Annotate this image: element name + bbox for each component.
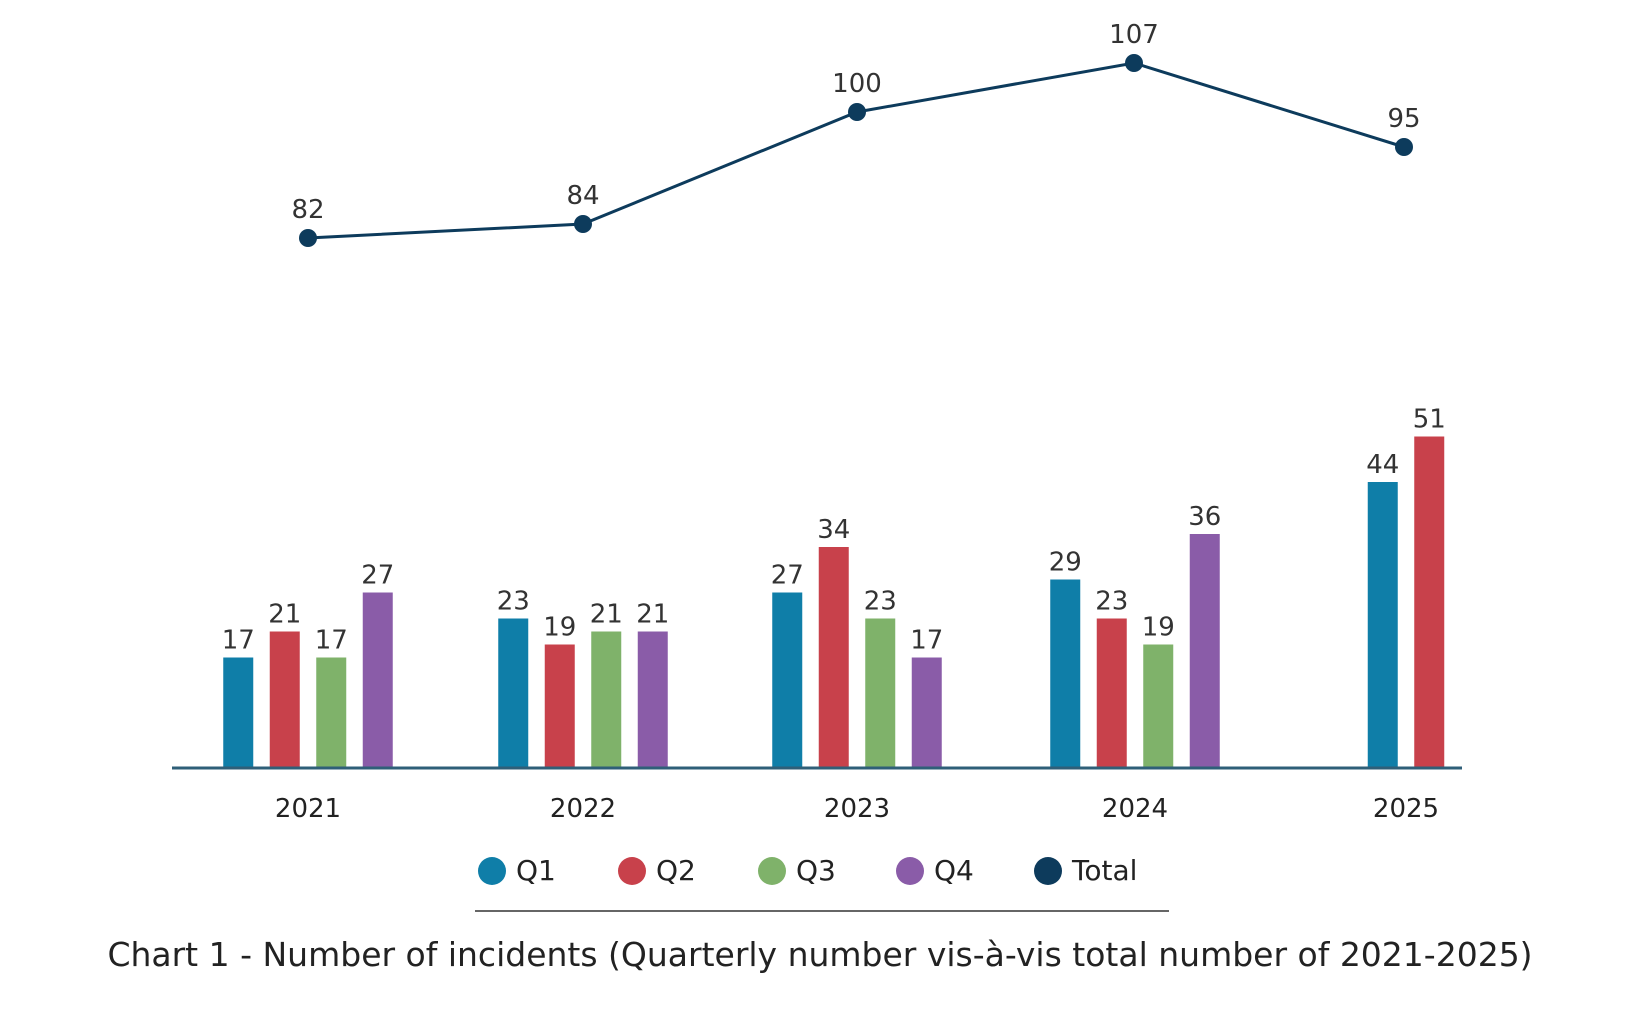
bar-label-q3-2024: 19 [1142,613,1175,643]
point-total-2024 [1125,54,1143,72]
bar-q1-2025 [1367,482,1398,768]
bar-label-q2-2025: 51 [1413,405,1446,435]
x-tick-label-2023: 2023 [824,794,890,824]
bar-q4-2021 [362,592,393,768]
bar-q4-2024 [1189,534,1220,768]
bar-q2-2025 [1414,436,1445,768]
bar-label-q3-2023: 23 [864,587,897,617]
bar-q3-2022 [591,631,622,768]
bar-q3-2024 [1143,644,1174,768]
bar-label-q1-2021: 17 [222,626,255,656]
legend-label-q1: Q1 [516,854,556,887]
point-label-total-2024: 107 [1109,20,1159,50]
point-label-total-2025: 95 [1387,104,1420,134]
chart-caption: Chart 1 - Number of incidents (Quarterly… [107,935,1533,974]
legend-swatch-q1 [478,857,506,885]
bar-q2-2023 [818,547,849,768]
point-label-total-2022: 84 [566,181,599,211]
x-tick-label-2025: 2025 [1373,794,1439,824]
bar-q1-2021 [223,657,254,768]
bar-q3-2021 [316,657,347,768]
bar-label-q4-2021: 27 [361,561,394,591]
bar-q1-2024 [1050,579,1081,768]
bar-q4-2023 [911,657,942,768]
bar-label-q1-2025: 44 [1366,450,1399,480]
bar-label-q2-2021: 21 [268,600,301,630]
bar-label-q3-2021: 17 [315,626,348,656]
x-tick-label-2021: 2021 [275,794,341,824]
point-total-2022 [574,215,592,233]
bar-label-q1-2023: 27 [771,561,804,591]
legend-swatch-q3 [758,857,786,885]
bar-label-q4-2024: 36 [1188,502,1221,532]
bar-label-q1-2022: 23 [497,587,530,617]
point-total-2021 [299,229,317,247]
bar-label-q2-2022: 19 [543,613,576,643]
legend-label-q2: Q2 [656,854,696,887]
legend-swatch-q2 [618,857,646,885]
bar-q2-2021 [269,631,300,768]
bar-q1-2023 [772,592,803,768]
bar-q2-2022 [544,644,575,768]
bar-label-q4-2022: 21 [636,600,669,630]
bar-label-q2-2023: 34 [817,515,850,545]
point-label-total-2021: 82 [291,195,324,225]
point-label-total-2023: 100 [832,69,882,99]
legend-swatch-total [1034,857,1062,885]
x-tick-label-2024: 2024 [1102,794,1168,824]
point-total-2023 [848,103,866,121]
bar-q1-2022 [498,618,529,768]
legend-label-q3: Q3 [796,854,836,887]
bar-label-q3-2022: 21 [590,600,623,630]
bar-label-q4-2023: 17 [910,626,943,656]
legend-label-total: Total [1071,854,1137,887]
bar-q3-2023 [865,618,896,768]
bar-label-q1-2024: 29 [1049,548,1082,578]
bar-q2-2024 [1096,618,1127,768]
x-tick-label-2022: 2022 [550,794,616,824]
legend-swatch-q4 [896,857,924,885]
point-total-2025 [1395,138,1413,156]
bar-q4-2022 [637,631,668,768]
bar-label-q2-2024: 23 [1095,587,1128,617]
legend-label-q4: Q4 [934,854,974,887]
